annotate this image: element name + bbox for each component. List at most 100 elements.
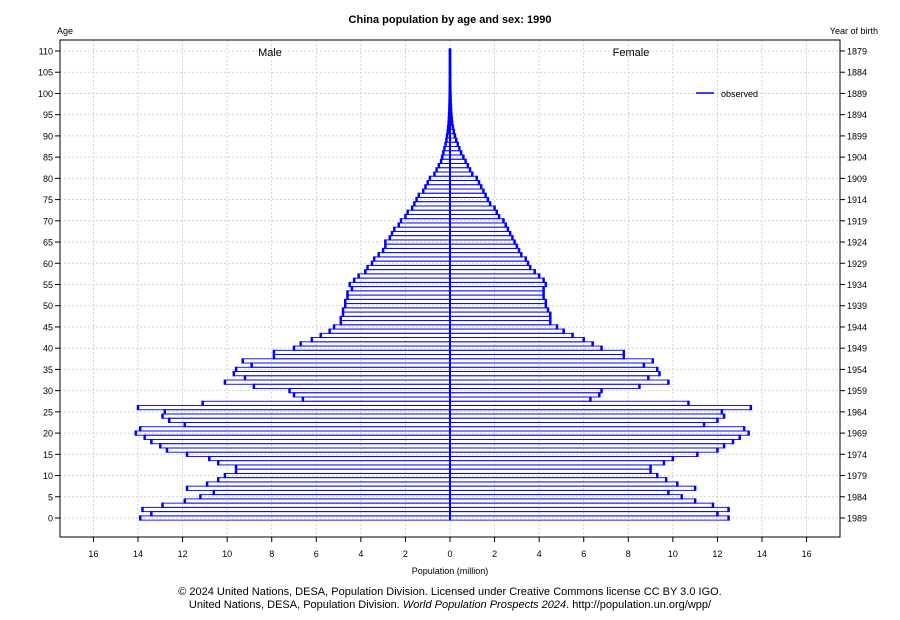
year-of-birth-axis-title: Year of birth — [830, 26, 878, 36]
female-bar — [449, 320, 551, 326]
x-tick-label: 0 — [447, 549, 452, 559]
age-tick-label: 90 — [43, 131, 53, 141]
male-bar — [208, 455, 451, 462]
male-bar — [425, 184, 451, 190]
female-bar — [449, 375, 649, 381]
male-bar — [353, 277, 451, 283]
year-tick-label: 1879 — [847, 47, 867, 57]
male-bar — [404, 213, 451, 220]
male-bar — [186, 451, 451, 457]
male-bar — [371, 260, 451, 266]
male-bar — [206, 481, 451, 487]
year-tick-label: 1924 — [847, 238, 867, 248]
female-bar — [449, 489, 669, 496]
male-bar — [422, 188, 451, 194]
male-bar — [438, 163, 451, 169]
source-prefix: United Nations, DESA, Population Divisio… — [188, 599, 403, 611]
female-bar — [449, 264, 531, 271]
male-bar — [139, 426, 451, 432]
female-bar — [449, 328, 565, 334]
female-bar — [449, 290, 545, 296]
male-bar — [347, 290, 451, 296]
female-bar — [449, 413, 725, 419]
female-bar — [449, 502, 714, 508]
male-bar — [342, 311, 451, 317]
female-bar — [449, 405, 752, 411]
year-tick-label: 1989 — [847, 514, 867, 524]
male-bar — [373, 256, 451, 262]
female-bar — [449, 146, 460, 152]
year-tick-label: 1904 — [847, 153, 867, 163]
male-bar — [137, 405, 451, 411]
female-bar — [449, 464, 652, 470]
male-bar — [364, 269, 451, 275]
female-bar — [449, 180, 480, 186]
female-bar — [449, 422, 705, 428]
male-bar — [244, 375, 451, 381]
year-tick-label: 1899 — [847, 131, 867, 141]
age-tick-label: 30 — [43, 386, 53, 396]
male-bar — [184, 422, 451, 428]
year-tick-label: 1929 — [847, 259, 867, 269]
male-bar — [213, 489, 451, 496]
male-bar — [273, 349, 451, 355]
x-tick-label: 2 — [492, 549, 497, 559]
x-tick-label: 4 — [358, 549, 363, 559]
female-bar — [449, 247, 520, 254]
female-bar — [449, 498, 696, 504]
male-bar — [168, 417, 451, 423]
x-tick-label: 14 — [133, 549, 143, 559]
male-bar — [202, 400, 451, 406]
age-tick-label: 0 — [48, 514, 53, 524]
female-bar — [449, 383, 640, 389]
male-bar — [139, 515, 451, 521]
female-bar — [449, 379, 669, 385]
age-tick-label: 95 — [43, 110, 53, 120]
x-tick-label: 14 — [757, 549, 767, 559]
male-bar — [235, 468, 451, 474]
age-tick-label: 15 — [43, 450, 53, 460]
age-tick-label: 5 — [48, 492, 53, 502]
age-tick-label: 75 — [43, 195, 53, 205]
age-tick-label: 85 — [43, 153, 53, 163]
age-tick-label: 35 — [43, 365, 53, 375]
male-bar — [217, 460, 451, 466]
x-tick-label: 16 — [802, 549, 812, 559]
female-bar — [449, 163, 469, 169]
male-bar — [159, 443, 451, 449]
male-bar — [144, 434, 451, 440]
female-bar — [449, 294, 545, 300]
year-tick-label: 1974 — [847, 450, 867, 460]
age-tick-label: 55 — [43, 280, 53, 290]
legend: observed — [696, 89, 758, 99]
male-bar — [320, 332, 451, 339]
female-bar — [449, 171, 473, 177]
age-tick-label: 20 — [43, 429, 53, 439]
age-tick-label: 50 — [43, 301, 53, 311]
male-bar — [378, 252, 451, 258]
male-bar — [329, 328, 451, 334]
male-bar — [367, 264, 451, 271]
age-tick-label: 10 — [43, 471, 53, 481]
female-bar — [449, 443, 725, 449]
male-bar — [347, 294, 451, 300]
female-bar — [449, 481, 678, 487]
age-tick-label: 45 — [43, 322, 53, 332]
x-tick-label: 6 — [314, 549, 319, 559]
chart-title: China population by age and sex: 1990 — [349, 14, 552, 26]
year-tick-label: 1969 — [847, 429, 867, 439]
female-bar — [449, 434, 741, 440]
year-tick-label: 1889 — [847, 89, 867, 99]
female-bar — [449, 506, 730, 513]
female-bar — [449, 158, 467, 164]
female-bar — [449, 167, 471, 173]
female-bar — [449, 269, 536, 275]
year-tick-label: 1914 — [847, 195, 867, 205]
male-bar — [389, 235, 451, 241]
x-tick-label: 4 — [537, 549, 542, 559]
age-tick-label: 65 — [43, 238, 53, 248]
year-tick-label: 1939 — [847, 301, 867, 311]
male-label: Male — [258, 47, 282, 59]
male-bar — [184, 498, 451, 504]
